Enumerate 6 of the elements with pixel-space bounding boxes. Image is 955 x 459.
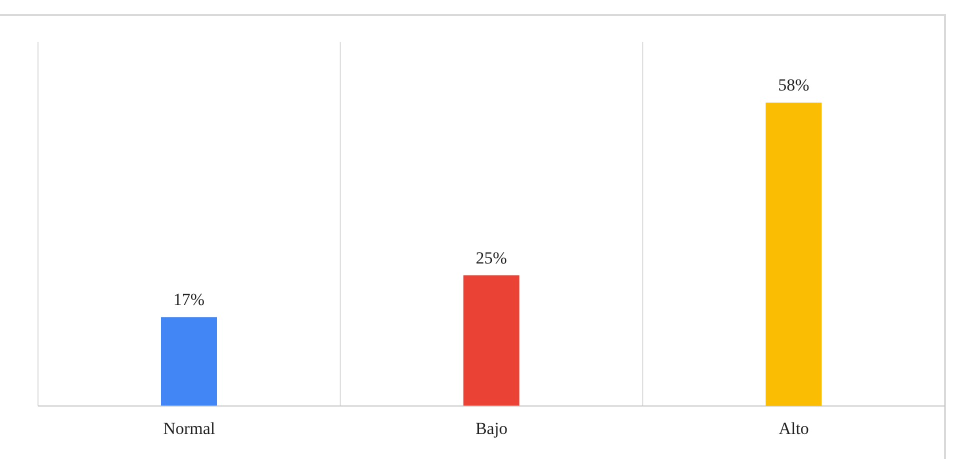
data-label: 17%: [173, 290, 205, 310]
x-tick-label: Normal: [163, 419, 216, 438]
data-label: 25%: [476, 248, 507, 268]
data-label: 58%: [778, 76, 810, 95]
x-tick-label: Alto: [778, 419, 809, 438]
x-tick-label: Bajo: [475, 419, 508, 438]
